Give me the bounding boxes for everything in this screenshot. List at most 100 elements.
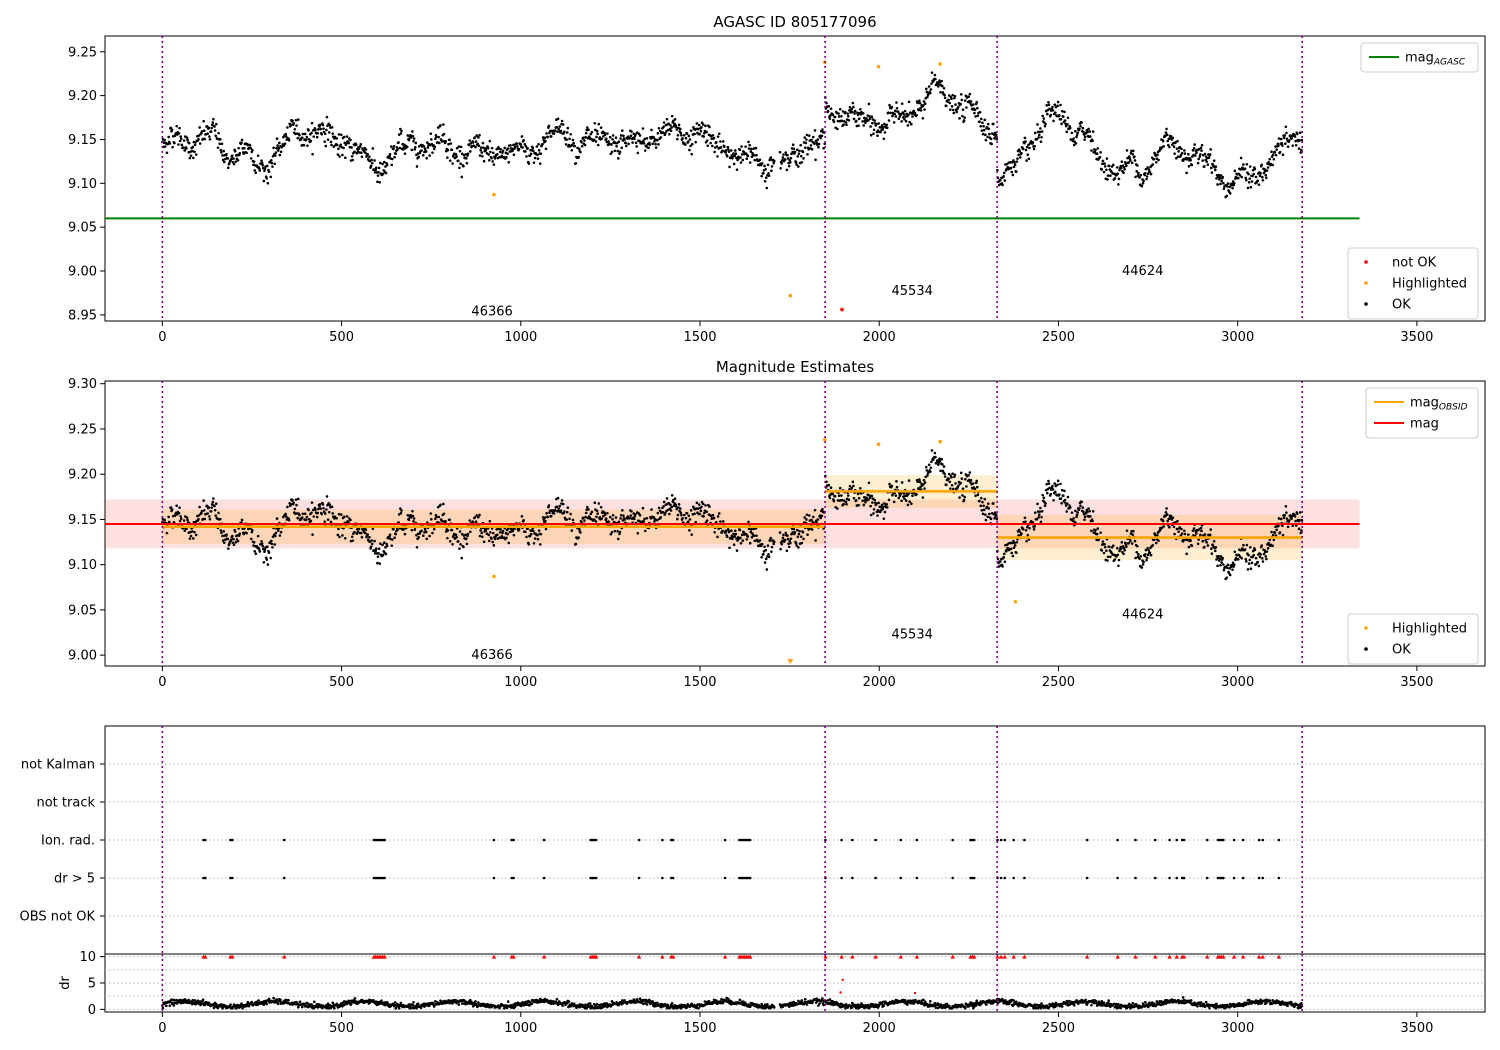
ok-point xyxy=(335,143,339,147)
ok-point xyxy=(963,116,966,119)
ok-point xyxy=(1191,529,1195,532)
ok-point xyxy=(975,100,979,104)
ok-point xyxy=(1294,144,1298,147)
flag-point xyxy=(747,876,750,880)
ok-point xyxy=(911,115,914,118)
ok-point xyxy=(760,162,764,165)
ok-point xyxy=(326,124,329,128)
ok-point xyxy=(1094,148,1097,152)
flag-point xyxy=(637,838,641,842)
ok-point xyxy=(331,132,334,135)
ok-point xyxy=(214,134,217,138)
ok-point xyxy=(766,163,770,167)
dr-point xyxy=(333,1006,336,1010)
ok-point xyxy=(864,500,867,504)
ok-point xyxy=(1177,150,1180,153)
ok-point xyxy=(785,168,789,172)
ok-point xyxy=(381,543,384,547)
flag-point xyxy=(376,876,379,880)
ok-point xyxy=(1187,152,1190,156)
ok-point xyxy=(604,517,608,520)
agasc-axes-layer: 8.959.009.059.109.159.209.250 500 1000 1500… xyxy=(68,42,1479,345)
ok-point xyxy=(1185,171,1188,175)
ok-point xyxy=(1037,136,1040,139)
ok-point xyxy=(765,568,769,571)
ok-point xyxy=(1090,529,1093,533)
ok-point xyxy=(186,518,189,522)
ok-point xyxy=(175,504,178,508)
ok-point xyxy=(1151,163,1155,166)
ok-point xyxy=(305,515,309,519)
ok-point xyxy=(787,545,791,549)
ok-point xyxy=(481,154,484,158)
ok-point xyxy=(806,533,809,537)
ok-point xyxy=(1015,540,1019,544)
ok-point xyxy=(435,135,438,139)
ok-point xyxy=(448,138,451,142)
ok-point xyxy=(552,512,556,515)
ok-point xyxy=(1079,124,1082,128)
ok-point xyxy=(1179,534,1183,537)
ok-point xyxy=(486,146,490,150)
ok-point xyxy=(1297,147,1301,150)
ok-point xyxy=(868,115,871,118)
flag-point xyxy=(743,876,747,880)
ok-point xyxy=(454,533,458,537)
ok-point xyxy=(937,463,940,466)
ok-point xyxy=(179,137,183,141)
ok-point xyxy=(614,516,618,519)
ok-point xyxy=(271,154,275,158)
ok-point xyxy=(1300,138,1304,142)
ok-point xyxy=(763,561,767,564)
ok-point xyxy=(1273,150,1277,154)
ok-point xyxy=(1285,137,1289,141)
ok-point xyxy=(315,135,319,139)
ok-point xyxy=(1002,174,1005,178)
ok-point xyxy=(889,111,893,115)
ok-point xyxy=(1247,172,1250,176)
legend-swatch xyxy=(1364,626,1368,630)
ok-point xyxy=(867,119,870,122)
ok-point xyxy=(634,513,637,516)
ok-point xyxy=(641,506,645,510)
ok-point xyxy=(277,146,281,150)
flag-point xyxy=(915,838,919,842)
ok-point xyxy=(306,144,309,147)
ok-point xyxy=(205,504,209,508)
ok-point xyxy=(863,498,867,502)
dr-point xyxy=(229,1003,232,1006)
ok-point xyxy=(1270,155,1274,158)
flag-point xyxy=(1220,876,1223,880)
ok-point xyxy=(261,544,265,548)
ok-point xyxy=(1005,543,1009,547)
dr-point xyxy=(513,1005,517,1009)
ok-point xyxy=(203,137,207,141)
ok-point xyxy=(1185,552,1188,556)
ok-point xyxy=(516,144,519,148)
ok-point xyxy=(1124,543,1128,546)
ok-point xyxy=(325,128,328,132)
ok-point xyxy=(784,531,788,535)
ok-point xyxy=(1035,137,1039,141)
ok-point xyxy=(1180,151,1184,155)
ok-point xyxy=(258,169,262,172)
ok-point xyxy=(278,534,282,537)
ok-point xyxy=(1279,517,1283,521)
ok-point xyxy=(873,119,876,122)
ok-point xyxy=(694,520,698,524)
ok-point xyxy=(434,137,437,141)
ok-point xyxy=(698,132,702,136)
ok-point xyxy=(659,516,663,519)
ok-point xyxy=(423,527,427,531)
ok-point xyxy=(351,539,355,542)
x-tick-label: 2000 xyxy=(863,330,896,345)
ok-point xyxy=(565,131,569,134)
ok-point xyxy=(202,119,205,123)
ok-point xyxy=(857,496,861,500)
ok-point xyxy=(1232,563,1236,566)
ok-point xyxy=(194,153,198,156)
ok-point xyxy=(1075,133,1079,137)
ok-point xyxy=(741,539,745,542)
ok-point xyxy=(491,531,495,535)
ok-point xyxy=(630,130,633,133)
